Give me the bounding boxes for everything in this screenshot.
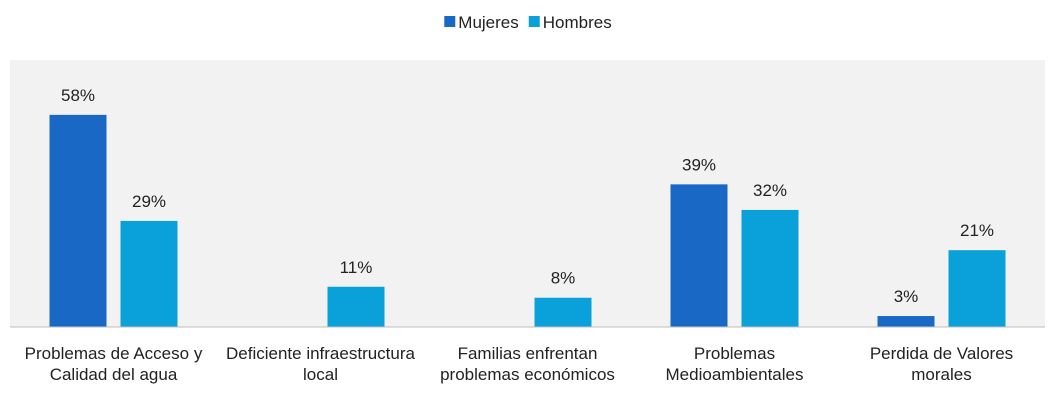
x-tick-label: Deficiente infraestructura local bbox=[226, 344, 415, 384]
bar bbox=[49, 114, 107, 328]
x-tick-label: Familias enfrentan problemas económicos bbox=[440, 344, 615, 384]
legend-label: Mujeres bbox=[458, 13, 518, 32]
value-label: 11% bbox=[340, 258, 373, 277]
bar bbox=[670, 184, 728, 327]
bar bbox=[534, 297, 592, 327]
value-label: 39% bbox=[682, 155, 716, 174]
value-label: 8% bbox=[551, 269, 576, 288]
legend-swatch bbox=[528, 16, 540, 27]
bar bbox=[741, 209, 799, 327]
plot-background bbox=[10, 60, 1045, 327]
value-label: 3% bbox=[894, 287, 919, 306]
value-label: 32% bbox=[753, 181, 787, 200]
bar bbox=[120, 220, 178, 327]
x-tick-label: Perdida de Valores morales bbox=[869, 344, 1014, 384]
legend-swatch bbox=[444, 16, 456, 27]
bar bbox=[948, 250, 1006, 327]
x-tick-label: Problemas Medioambientales bbox=[665, 344, 804, 384]
bar bbox=[327, 286, 385, 327]
value-label: 58% bbox=[61, 86, 95, 105]
value-label: 21% bbox=[960, 221, 994, 240]
x-tick-label: Problemas de Acceso y Calidad del agua bbox=[24, 344, 203, 384]
value-label: 29% bbox=[132, 192, 166, 211]
legend-label: Hombres bbox=[543, 13, 612, 32]
bar bbox=[877, 316, 935, 327]
